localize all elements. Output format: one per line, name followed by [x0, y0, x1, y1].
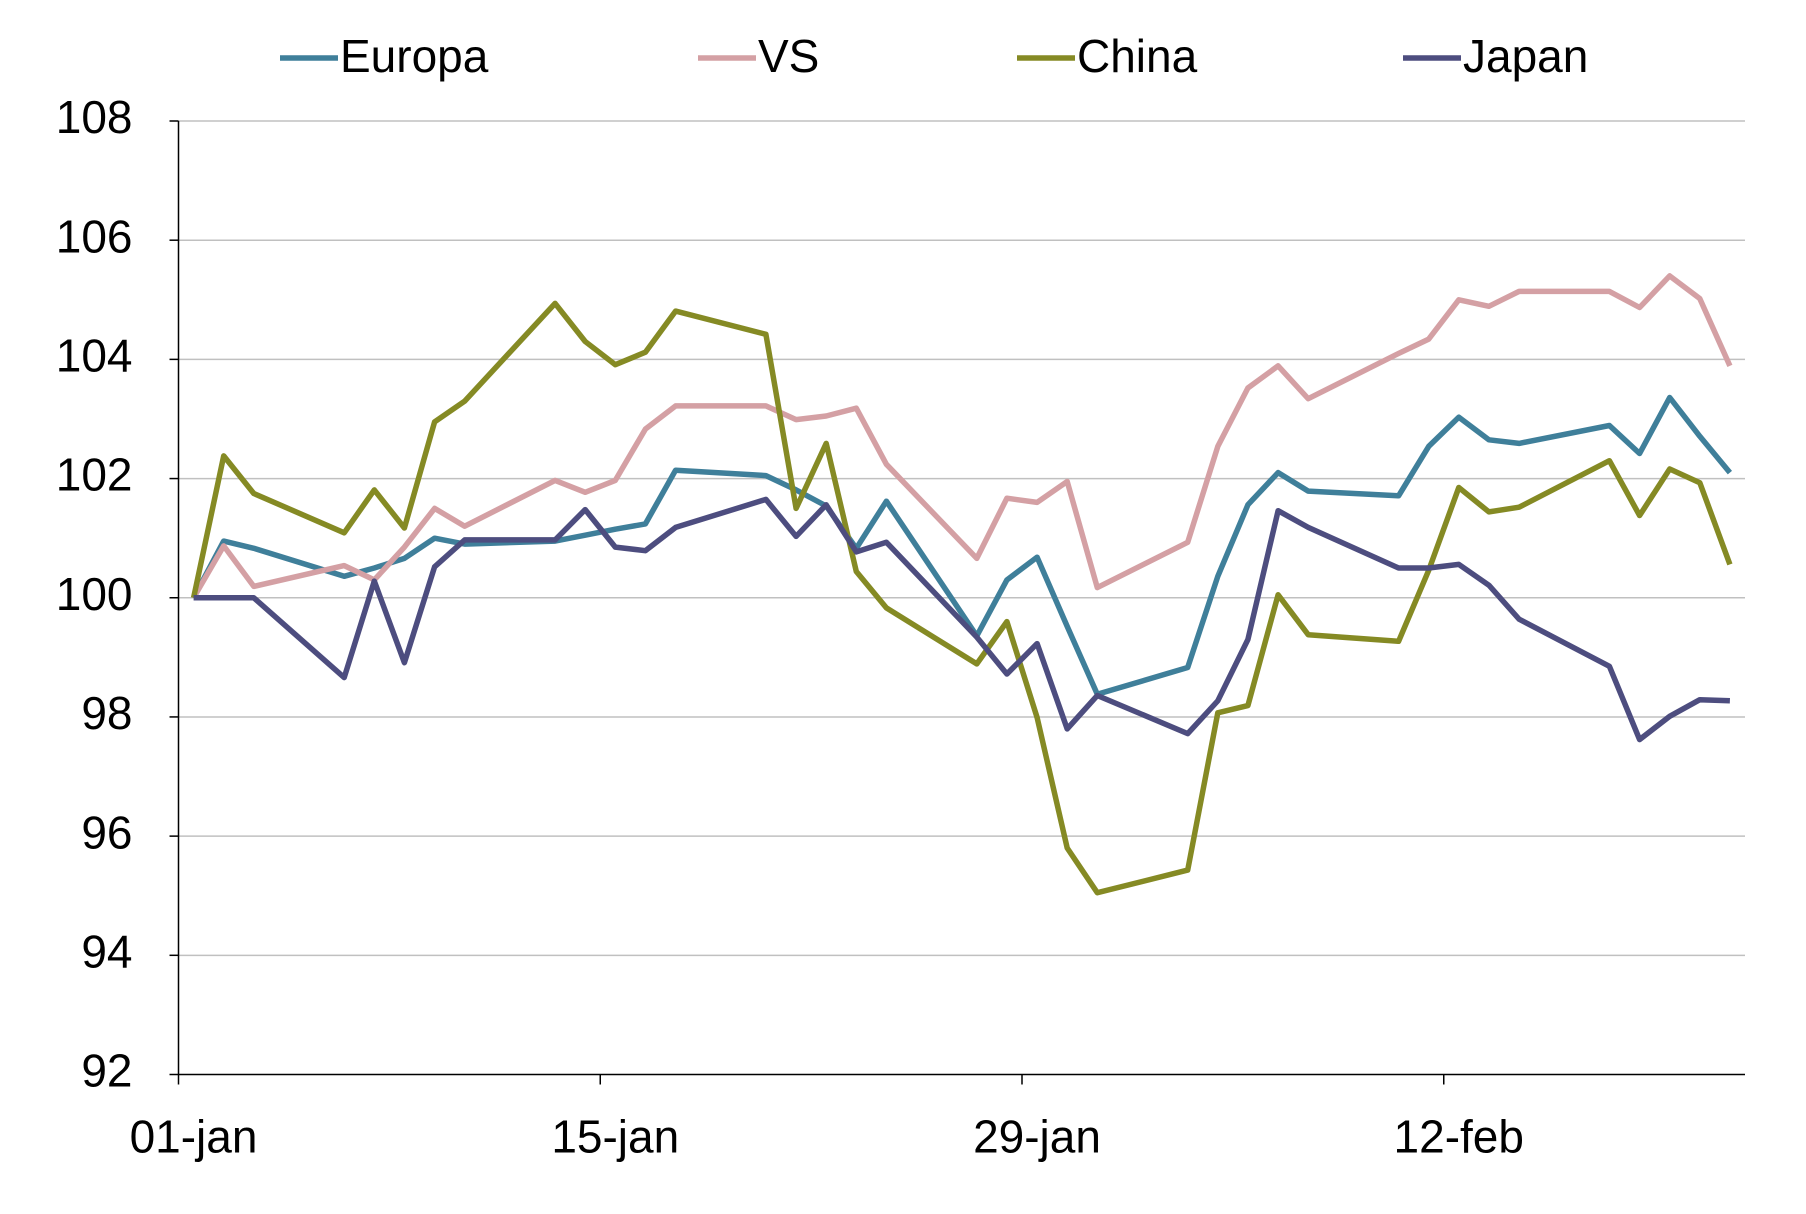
line-series [191, 394, 1733, 698]
line-series [191, 273, 1733, 600]
x-tick-label: 29-jan [973, 1111, 1101, 1163]
line-series [193, 496, 1731, 743]
legend-label: China [1077, 30, 1198, 82]
y-tick-label: 94 [81, 925, 132, 977]
y-tick-label: 100 [56, 568, 133, 620]
y-tick-label: 98 [81, 687, 132, 739]
x-tick-label: 12-feb [1394, 1111, 1524, 1163]
y-tick-label: 102 [56, 449, 133, 501]
y-tick-label: 106 [56, 210, 133, 262]
y-tick-label: 92 [81, 1045, 132, 1097]
x-tick-label: 01-jan [130, 1111, 258, 1163]
x-tick-label: 15-jan [551, 1111, 679, 1163]
legend-label: VS [758, 30, 819, 82]
y-tick-label: 104 [56, 330, 133, 382]
y-tick-label: 108 [56, 91, 133, 143]
legend-label: Europa [340, 30, 489, 82]
y-tick-label: 96 [81, 806, 132, 858]
legend-label: Japan [1463, 30, 1588, 82]
line-series [190, 300, 1733, 896]
